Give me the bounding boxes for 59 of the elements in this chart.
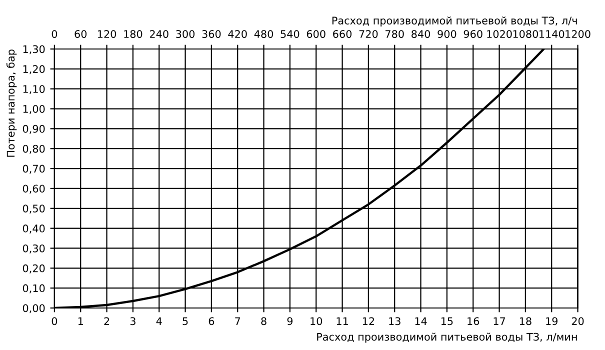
- x-tick-label: 10: [310, 317, 322, 326]
- x2-tick-label: 720: [359, 30, 378, 38]
- x2-tick-label: 480: [254, 30, 274, 38]
- x2-tick-label: 1020: [487, 30, 512, 38]
- x2-tick-label: 960: [464, 30, 482, 38]
- x2-tick-label: 420: [228, 30, 247, 38]
- x2-tick-label: 120: [98, 30, 116, 38]
- x2-axis-title: Расход производимой питьевой воды ТЗ, л/ч: [332, 16, 577, 26]
- x2-tick-label: 1200: [566, 30, 590, 38]
- x-tick-label: 15: [441, 317, 453, 326]
- x2-tick-label: 300: [176, 30, 195, 38]
- x-tick-label: 4: [156, 317, 162, 325]
- x-tick-label: 6: [208, 317, 214, 326]
- x2-tick-label: 1140: [540, 30, 564, 38]
- x2-tick-label: 180: [124, 30, 142, 38]
- x-tick-label: 9: [287, 317, 293, 326]
- x2-tick-label: 60: [74, 30, 87, 38]
- x-tick-label: 20: [572, 317, 584, 326]
- x2-tick-label: 900: [438, 30, 456, 38]
- x-tick-label: 18: [520, 317, 532, 326]
- y-tick-label: 1,20: [23, 65, 45, 74]
- x-tick-label: 11: [336, 317, 348, 325]
- y-tick-label: 0,90: [22, 124, 45, 134]
- x-axis-title: Расход производимой питьевой воды ТЗ, л/мин: [317, 332, 577, 343]
- x-tick-label: 12: [362, 317, 374, 325]
- x-tick-label: 5: [182, 317, 188, 326]
- y-tick-label: 1,00: [23, 104, 45, 114]
- x-tick-label: 17: [494, 317, 506, 325]
- y-tick-label: 0,00: [22, 304, 45, 314]
- y-tick-label: 0,20: [22, 264, 45, 274]
- x2-tick-label: 0: [52, 30, 58, 38]
- y-tick-label: 1,30: [23, 45, 45, 54]
- x-tick-label: 16: [468, 317, 480, 326]
- x2-tick-label: 540: [280, 30, 300, 38]
- x-tick-label: 1: [78, 317, 83, 325]
- y-tick-label: 0,30: [22, 244, 45, 254]
- y-tick-label: 0,70: [22, 164, 45, 174]
- y-tick-label: 0,50: [22, 204, 45, 214]
- x2-tick-label: 1080: [513, 30, 538, 38]
- x-tick-label: 8: [261, 317, 266, 326]
- y-tick-label: 0,60: [22, 184, 45, 194]
- x-tick-label: 2: [104, 317, 110, 325]
- x-tick-label: 19: [546, 317, 558, 326]
- x2-tick-label: 600: [306, 30, 326, 38]
- x2-tick-label: 780: [386, 30, 404, 38]
- x-tick-label: 7: [235, 317, 240, 325]
- x-tick-label: 13: [389, 317, 400, 326]
- y-tick-label: 0,40: [22, 224, 45, 234]
- y-tick-label: 0,80: [22, 144, 45, 154]
- y-tick-label: 0,10: [22, 284, 45, 294]
- x-tick-label: 14: [415, 317, 427, 325]
- x2-tick-label: 660: [333, 30, 352, 38]
- y-tick-label: 1,10: [23, 85, 45, 94]
- x2-tick-label: 240: [150, 30, 168, 38]
- y-axis-title: Потери напора, бар: [6, 50, 17, 157]
- x-tick-label: 0: [52, 317, 58, 326]
- x2-tick-label: 840: [412, 30, 430, 38]
- x2-tick-label: 360: [202, 30, 221, 38]
- x-tick-label: 3: [130, 317, 136, 326]
